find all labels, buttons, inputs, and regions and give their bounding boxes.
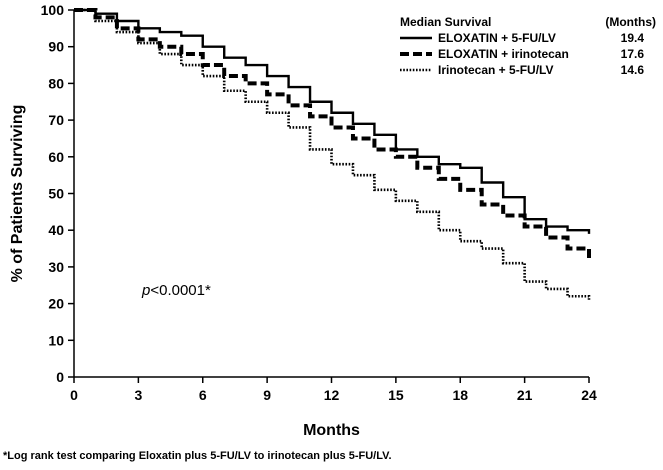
x-tick-label: 0	[70, 387, 78, 403]
series-line-3	[74, 8, 591, 300]
x-tick-label: 21	[517, 387, 533, 403]
y-tick-label: 20	[48, 296, 64, 312]
y-tick-label: 0	[56, 369, 64, 385]
legend-header-right: (Months)	[605, 15, 656, 29]
series-line-1	[74, 8, 591, 234]
y-tick-label: 40	[48, 222, 64, 238]
y-tick-label: 100	[41, 2, 65, 18]
y-tick-label: 10	[48, 332, 64, 348]
x-tick-label: 9	[263, 387, 271, 403]
legend-median-2: 17.6	[621, 47, 645, 61]
y-tick-label: 30	[48, 259, 64, 275]
legend-label-2: ELOXATIN + irinotecan	[438, 47, 569, 61]
y-tick-label: 70	[48, 112, 64, 128]
footnote: *Log rank test comparing Eloxatin plus 5…	[3, 450, 392, 462]
y-tick-label: 60	[48, 149, 64, 165]
x-axis-title: Months	[303, 422, 360, 439]
legend-label-1: ELOXATIN + 5-FU/LV	[438, 31, 556, 45]
survival-chart: 0 10 20 30 40 50 60 70 80 90 100 0 3 6 9 12 15 18 21 24 Mont…	[9, 2, 656, 439]
legend-median-3: 14.6	[621, 63, 645, 77]
legend-header-left: Median Survival	[400, 15, 491, 29]
y-tick-label: 80	[48, 75, 64, 91]
x-tick-label: 12	[324, 387, 340, 403]
x-tick-label: 18	[452, 387, 468, 403]
legend-median-1: 19.4	[621, 31, 645, 45]
x-tick-label: 3	[134, 387, 142, 403]
x-tick-label: 24	[581, 387, 597, 403]
x-tick-label: 6	[199, 387, 207, 403]
y-axis-title: % of Patients Surviving	[9, 105, 26, 283]
p-value-annotation: p<0.0001*	[141, 282, 211, 299]
y-tick-label: 50	[48, 186, 64, 202]
legend-label-3: Irinotecan + 5-FU/LV	[438, 63, 553, 77]
y-tick-label: 90	[48, 39, 64, 55]
x-tick-label: 15	[388, 387, 404, 403]
